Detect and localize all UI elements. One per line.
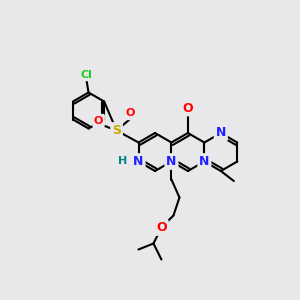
- Text: O: O: [126, 109, 135, 118]
- Text: N: N: [166, 155, 177, 168]
- Text: N: N: [199, 155, 210, 168]
- Text: O: O: [156, 221, 167, 234]
- Text: N: N: [134, 155, 144, 168]
- Text: N: N: [216, 127, 226, 140]
- Text: O: O: [94, 116, 103, 125]
- Text: O: O: [183, 101, 193, 115]
- Text: Cl: Cl: [81, 70, 92, 80]
- Text: S: S: [112, 124, 121, 137]
- Text: H: H: [118, 157, 127, 166]
